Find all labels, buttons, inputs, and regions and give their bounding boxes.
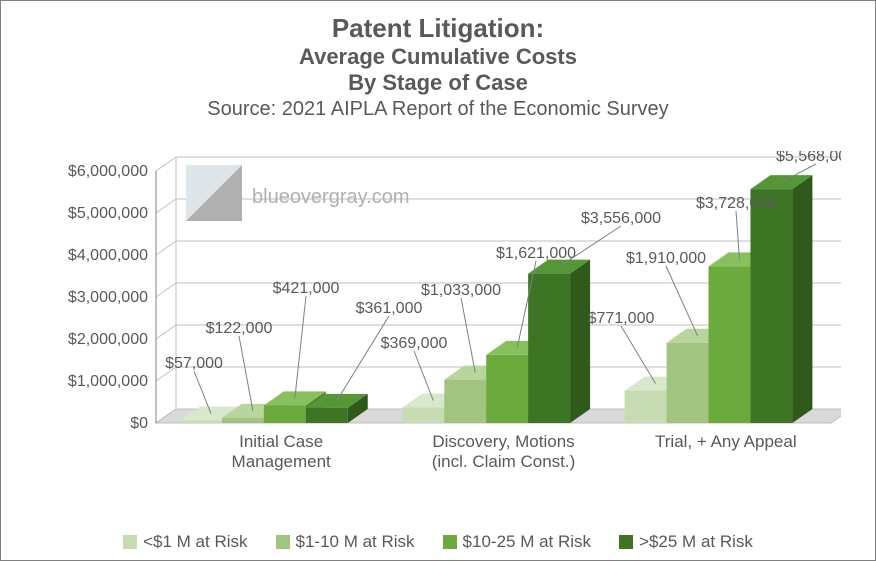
legend-swatch [619,535,633,549]
svg-text:Trial, + Any Appeal: Trial, + Any Appeal [655,432,797,451]
legend-label: <$1 M at Risk [143,532,247,552]
svg-text:Initial Case: Initial Case [239,432,323,451]
svg-text:$3,728,000: $3,728,000 [696,195,776,212]
svg-text:$57,000: $57,000 [165,355,223,372]
title-block: Patent Litigation: Average Cumulative Co… [1,1,875,121]
legend-item: <$1 M at Risk [123,532,247,552]
legend-label: $1-10 M at Risk [296,532,415,552]
legend-label: >$25 M at Risk [639,532,753,552]
chart-svg: $0 $1,000,000 $2,000,000 $3,000,000 $4,000,0… [41,151,841,491]
svg-text:Discovery, Motions: Discovery, Motions [432,432,574,451]
svg-text:$0: $0 [130,415,148,432]
legend-item: $1-10 M at Risk [276,532,415,552]
legend-item: $10-25 M at Risk [443,532,592,552]
chart-title: Patent Litigation: [1,13,875,44]
svg-text:$122,000: $122,000 [206,320,273,337]
svg-text:$361,000: $361,000 [356,300,423,317]
chart-legend: <$1 M at Risk $1-10 M at Risk $10-25 M at … [1,532,875,552]
legend-label: $10-25 M at Risk [463,532,592,552]
chart-source: Source: 2021 AIPLA Report of the Economi… [1,98,875,121]
svg-text:$1,033,000: $1,033,000 [421,282,501,299]
legend-swatch [123,535,137,549]
svg-text:$1,910,000: $1,910,000 [626,250,706,267]
svg-text:Management: Management [232,452,332,471]
legend-swatch [276,535,290,549]
chart-frame: Patent Litigation: Average Cumulative Co… [0,0,876,561]
svg-text:$771,000: $771,000 [588,310,655,327]
svg-text:$6,000,000: $6,000,000 [68,163,148,180]
svg-text:$3,000,000: $3,000,000 [68,289,148,306]
svg-text:$3,556,000: $3,556,000 [581,210,661,227]
svg-text:$369,000: $369,000 [381,335,448,352]
bar-chart: $0 $1,000,000 $2,000,000 $3,000,000 $4,000,0… [41,151,841,491]
svg-text:(incl. Claim Const.): (incl. Claim Const.) [432,452,576,471]
svg-text:$421,000: $421,000 [273,280,340,297]
svg-text:$1,000,000: $1,000,000 [68,373,148,390]
svg-text:$2,000,000: $2,000,000 [68,331,148,348]
legend-swatch [443,535,457,549]
svg-text:$5,568,000: $5,568,000 [776,151,841,165]
chart-subtitle-2: By Stage of Case [1,70,875,96]
svg-text:$4,000,000: $4,000,000 [68,247,148,264]
svg-text:$5,000,000: $5,000,000 [68,205,148,222]
svg-text:$1,621,000: $1,621,000 [496,245,576,262]
chart-subtitle-1: Average Cumulative Costs [1,44,875,70]
legend-item: >$25 M at Risk [619,532,753,552]
svg-text:blueovergray.com: blueovergray.com [252,186,409,208]
